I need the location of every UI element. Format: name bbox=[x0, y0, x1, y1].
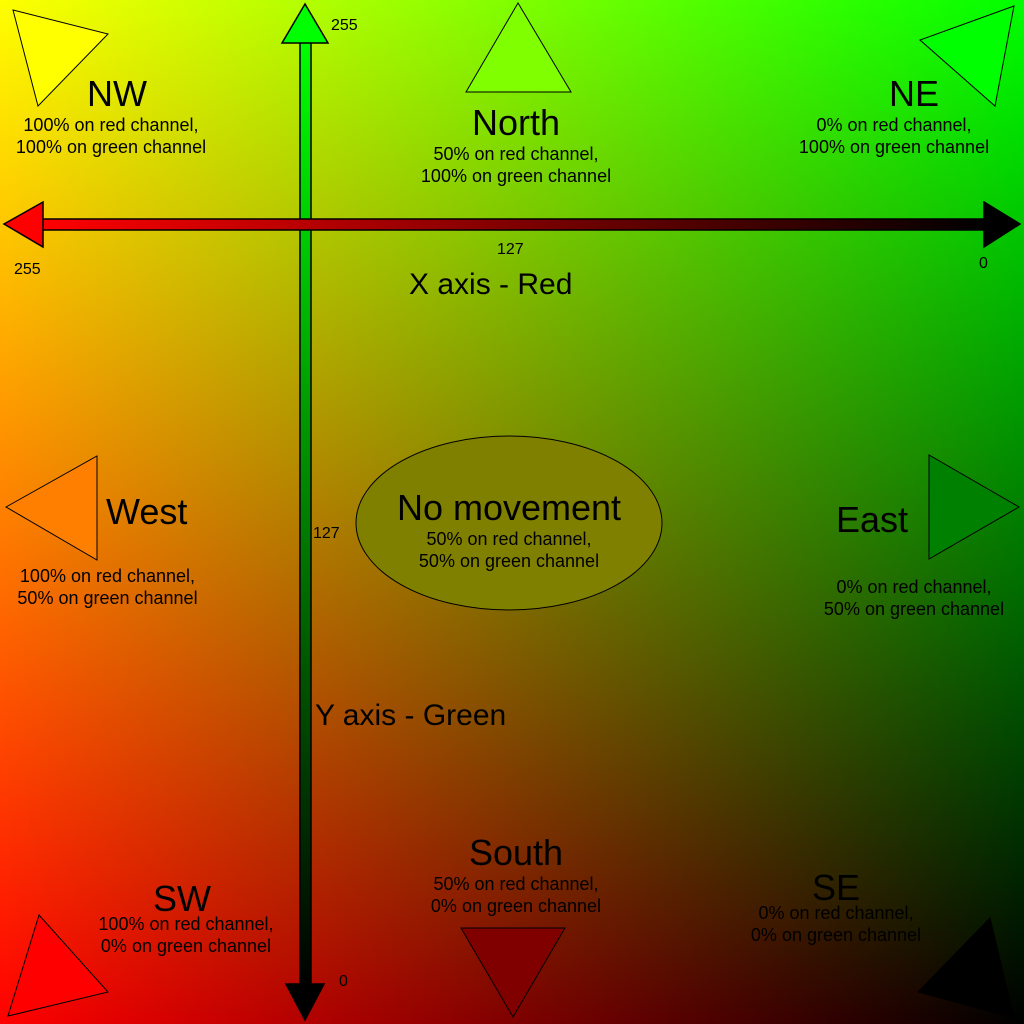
x-axis-arrow-left bbox=[2, 200, 44, 249]
east-title: East bbox=[836, 499, 909, 540]
north-triangle bbox=[465, 2, 572, 93]
south-triangle bbox=[460, 927, 566, 1018]
ne-label: NE 0% on red channel, 100% on green chan… bbox=[774, 72, 1014, 158]
east-green-text: 50% on green channel bbox=[823, 598, 1005, 619]
x-axis-line bbox=[39, 218, 989, 231]
west-green-text: 50% on green channel bbox=[17, 587, 198, 608]
se-title: SE bbox=[811, 867, 861, 908]
se-red-text: 0% on red channel, bbox=[758, 903, 914, 924]
south-green-text: 0% on green channel bbox=[430, 895, 602, 916]
se-green-text: 0% on green channel bbox=[750, 924, 922, 945]
west-red-text: 100% on red channel, bbox=[19, 566, 196, 586]
center-label: No movement 50% on red channel, 50% on g… bbox=[369, 486, 649, 572]
sw-red-text: 100% on red channel, bbox=[98, 914, 274, 935]
x-axis-title: X axis - Red bbox=[409, 268, 573, 301]
y-axis-tick-mid: 127 bbox=[313, 525, 340, 542]
ne-red-text: 0% on red channel, bbox=[816, 115, 972, 136]
ne-triangle bbox=[919, 5, 1015, 107]
y-axis-arrow-down bbox=[284, 983, 326, 1022]
y-axis-title: Y axis - Green bbox=[315, 699, 507, 732]
center-green-text: 50% on green channel bbox=[418, 550, 600, 571]
center-title: No movement bbox=[396, 487, 622, 528]
sw-triangle bbox=[7, 914, 109, 1017]
se-triangle bbox=[917, 917, 1015, 1019]
x-axis-arrow-right bbox=[983, 200, 1022, 249]
ne-green-text: 100% on green channel bbox=[798, 136, 990, 157]
west-triangle bbox=[4, 455, 98, 561]
west-title: West bbox=[106, 491, 188, 532]
south-red-text: 50% on red channel, bbox=[433, 874, 599, 895]
north-green-text: 100% on green channel bbox=[420, 165, 612, 186]
y-axis-line bbox=[299, 39, 312, 989]
sw-label: SW 100% on red channel, 0% on green chan… bbox=[72, 877, 300, 957]
north-red-text: 50% on red channel, bbox=[433, 144, 599, 165]
x-axis-tick-left: 255 bbox=[14, 261, 41, 278]
y-axis-arrow-up bbox=[280, 2, 330, 44]
east-red-text: 0% on red channel, bbox=[836, 577, 992, 597]
se-label: SE 0% on red channel, 0% on green channe… bbox=[726, 866, 946, 946]
east-label: 0% on red channel, 50% on green channel bbox=[804, 577, 1024, 620]
center-ellipse bbox=[355, 435, 663, 611]
nw-label: NW 100% on red channel, 100% on green ch… bbox=[0, 72, 234, 158]
ne-title: NE bbox=[888, 73, 939, 114]
west-label: 100% on red channel, 50% on green channe… bbox=[0, 566, 215, 609]
center-red-text: 50% on red channel, bbox=[426, 529, 592, 550]
sw-title: SW bbox=[153, 878, 211, 919]
north-label: North 50% on red channel, 100% on green … bbox=[396, 101, 636, 187]
south-label: South 50% on red channel, 0% on green ch… bbox=[396, 831, 636, 917]
y-axis-tick-bottom: 0 bbox=[339, 973, 348, 990]
north-title: North bbox=[471, 102, 561, 143]
nw-title: NW bbox=[87, 73, 147, 114]
y-axis-tick-top: 255 bbox=[331, 17, 358, 34]
x-axis-tick-mid: 127 bbox=[497, 241, 524, 258]
east-triangle bbox=[928, 454, 1020, 560]
nw-triangle bbox=[12, 9, 109, 107]
sw-green-text: 0% on green channel bbox=[100, 935, 272, 956]
nw-green-text: 100% on green channel bbox=[15, 136, 207, 157]
nw-red-text: 100% on red channel, bbox=[23, 115, 199, 136]
x-axis-tick-right: 0 bbox=[979, 255, 988, 272]
south-title: South bbox=[468, 832, 564, 873]
